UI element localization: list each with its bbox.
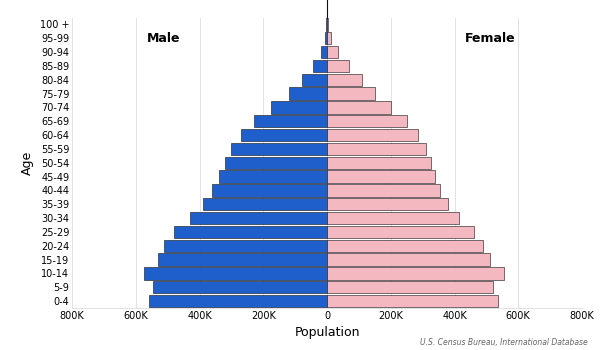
X-axis label: Population: Population — [294, 326, 360, 340]
Bar — [190, 212, 327, 224]
Bar — [164, 239, 327, 252]
Bar — [254, 115, 327, 127]
Bar — [289, 88, 327, 100]
Bar — [325, 32, 327, 44]
Bar — [158, 253, 327, 266]
Bar — [327, 198, 448, 210]
Bar — [218, 170, 327, 183]
Bar — [327, 129, 418, 141]
Bar — [327, 281, 493, 293]
Text: Female: Female — [465, 32, 515, 45]
Bar — [271, 101, 327, 114]
Bar — [174, 226, 327, 238]
Bar — [327, 32, 331, 44]
Bar — [327, 239, 483, 252]
Bar — [327, 226, 473, 238]
Bar — [327, 46, 338, 58]
Bar — [327, 212, 459, 224]
Bar — [327, 253, 490, 266]
Bar — [327, 88, 375, 100]
Bar — [241, 129, 327, 141]
Bar — [225, 156, 327, 169]
Bar — [327, 60, 349, 72]
Bar — [203, 198, 327, 210]
Bar — [327, 101, 391, 114]
Bar — [327, 267, 504, 280]
Bar — [327, 184, 440, 197]
Bar — [302, 74, 327, 86]
Text: Male: Male — [147, 32, 181, 45]
Bar — [326, 18, 327, 31]
Bar — [327, 156, 431, 169]
Bar — [327, 170, 436, 183]
Bar — [232, 143, 327, 155]
Bar — [327, 295, 497, 307]
Bar — [212, 184, 327, 197]
Bar — [313, 60, 327, 72]
Bar — [153, 281, 327, 293]
Y-axis label: Age: Age — [21, 150, 34, 175]
Bar — [327, 143, 426, 155]
Text: U.S. Census Bureau, International Database: U.S. Census Bureau, International Databa… — [420, 337, 588, 346]
Bar — [327, 115, 407, 127]
Bar — [327, 74, 362, 86]
Bar — [320, 46, 327, 58]
Bar — [144, 267, 327, 280]
Bar — [327, 18, 328, 31]
Bar — [149, 295, 327, 307]
